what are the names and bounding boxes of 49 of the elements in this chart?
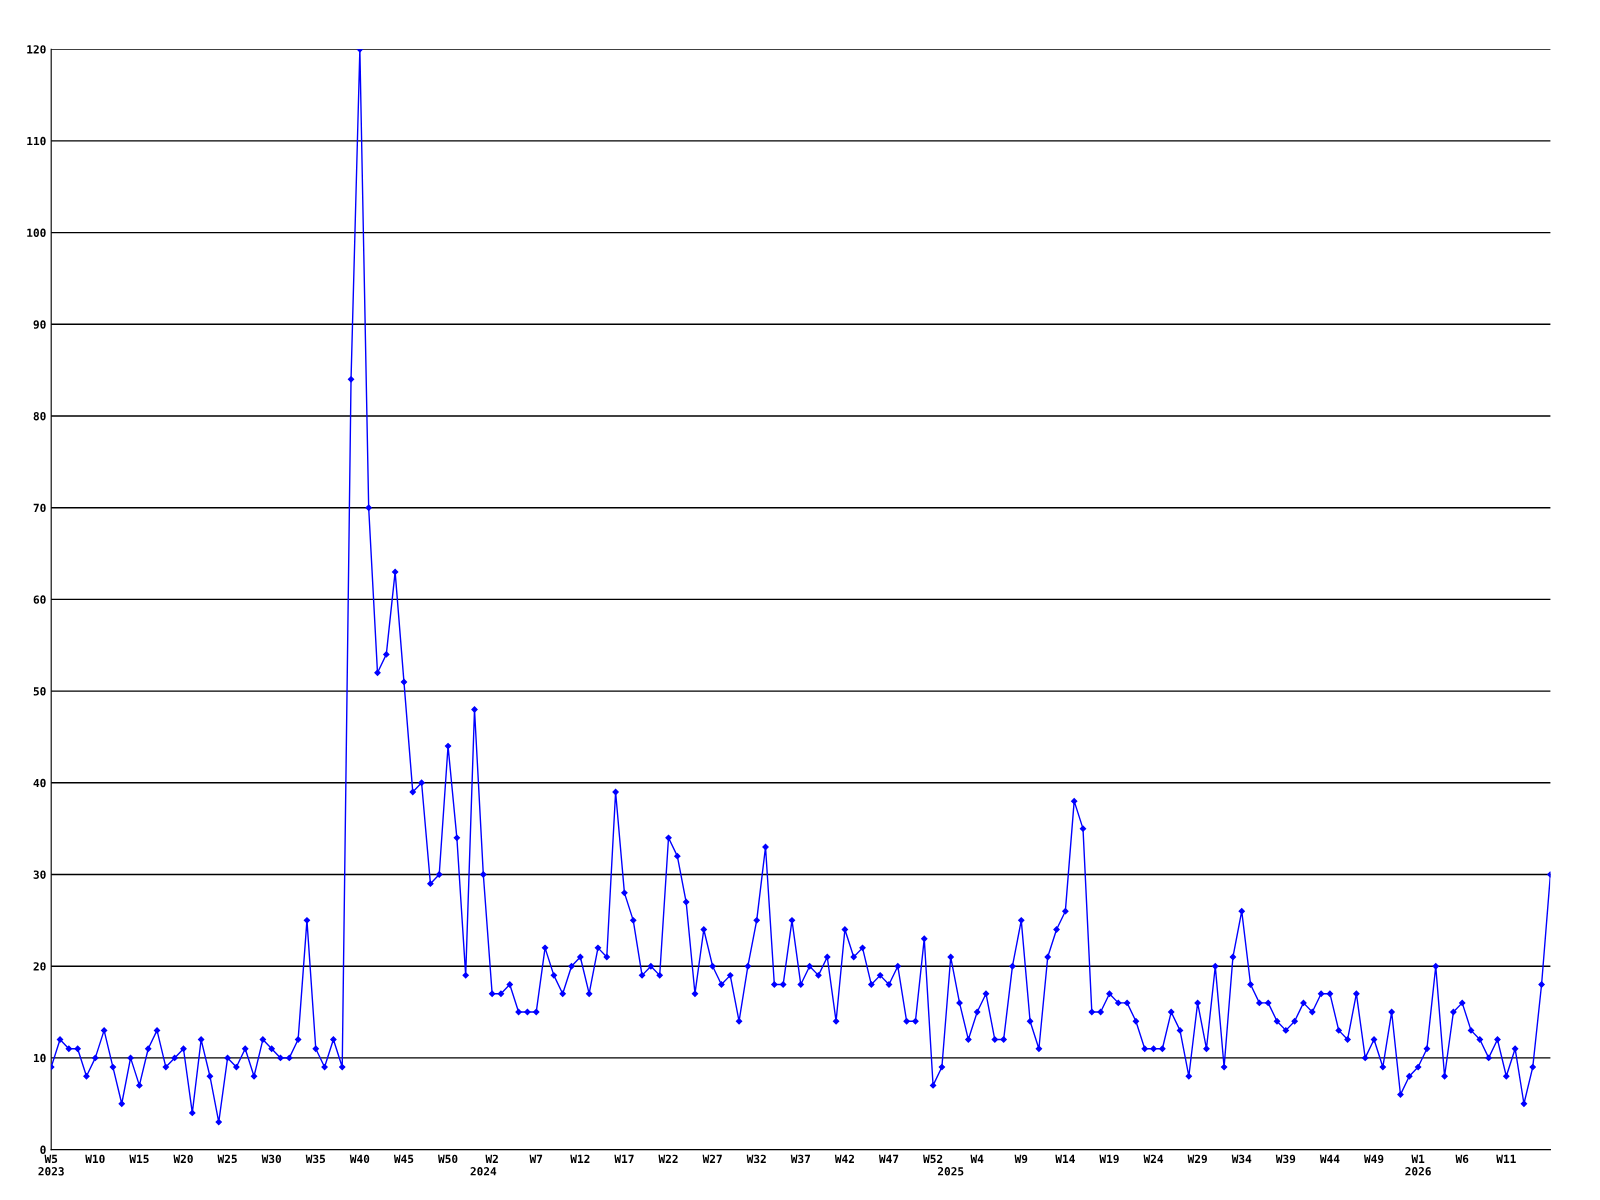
x-tick-label: W30 — [261, 1154, 282, 1164]
y-tick-label: 30 — [33, 870, 46, 879]
x-tick-label: W7 — [529, 1154, 543, 1163]
x-tick-label: W5 2023 — [38, 1154, 64, 1176]
x-tick-label: W2 — [485, 1154, 498, 1163]
x-tick-label: W45 — [393, 1154, 414, 1164]
x-tick-label: W34 — [1231, 1154, 1252, 1164]
y-tick-label: 90 — [33, 320, 46, 329]
x-tick-label: W35 — [305, 1154, 326, 1164]
y-tick-label: 40 — [33, 778, 46, 788]
y-tick-label: 110 — [27, 136, 46, 146]
x-tick-label: W52 — [923, 1154, 943, 1164]
x-tick-label: W25 — [217, 1154, 237, 1164]
x-tick-label: W11 — [1496, 1154, 1516, 1163]
x-tick-label: 2024 — [470, 1167, 497, 1176]
x-tick-label: W37 — [790, 1154, 810, 1164]
x-tick-label: W42 — [834, 1154, 855, 1163]
x-tick-label: W9 — [1014, 1154, 1028, 1164]
x-tick-label: W32 — [746, 1154, 766, 1164]
y-tick-label: 0 — [40, 1145, 46, 1154]
y-tick-label: 70 — [33, 503, 46, 513]
x-tick-label: W40 — [349, 1154, 370, 1164]
x-tick-label: W44 — [1319, 1154, 1340, 1163]
x-tick-label: W4 — [970, 1154, 984, 1163]
y-tick-label: 120 — [27, 45, 46, 54]
x-tick-label: W17 — [614, 1154, 634, 1163]
x-tick-label: W29 — [1187, 1154, 1207, 1164]
x-tick-label: 2025 — [937, 1167, 964, 1176]
x-tick-label: W22 — [658, 1154, 678, 1163]
y-tick-label: 10 — [33, 1053, 46, 1063]
y-tick-label: 80 — [33, 411, 46, 421]
x-tick-label: W12 — [570, 1154, 590, 1163]
x-tick-label: W39 — [1275, 1154, 1296, 1164]
x-tick-label: W50 — [438, 1154, 458, 1164]
y-tick-label: 20 — [33, 962, 46, 971]
x-tick-label: W15 — [129, 1154, 149, 1164]
x-tick-label: W14 — [1055, 1154, 1075, 1163]
x-tick-label: W27 — [702, 1154, 722, 1163]
x-tick-label: W24 — [1143, 1154, 1164, 1163]
x-tick-label: W6 — [1455, 1154, 1469, 1164]
y-tick-label: 50 — [33, 687, 46, 696]
x-tick-label: W20 — [173, 1154, 193, 1164]
x-tick-label: W19 — [1099, 1154, 1119, 1164]
x-tick-label: W1 2026 — [1405, 1154, 1431, 1176]
x-tick-label: W49 — [1363, 1154, 1384, 1164]
x-tick-label: W47 — [878, 1154, 899, 1163]
y-tick-label: 60 — [33, 595, 46, 604]
x-tick-label: W10 — [85, 1154, 105, 1164]
y-tick-label: 100 — [27, 228, 46, 237]
